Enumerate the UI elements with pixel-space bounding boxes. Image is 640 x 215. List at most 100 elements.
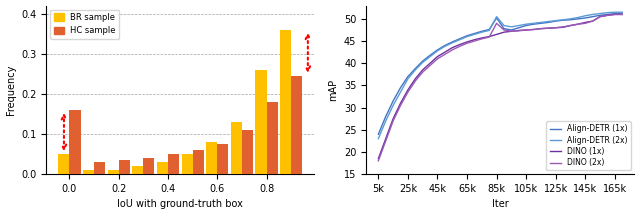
DINO (1x)	[582, 21, 589, 24]
DINO (2x)	[389, 120, 397, 122]
Align-DETR (1x)	[522, 24, 530, 27]
DINO (2x)	[434, 57, 442, 60]
Align-DETR (2x)	[589, 13, 596, 16]
Align-DETR (1x)	[419, 60, 426, 62]
DINO (2x)	[485, 36, 493, 38]
DINO (1x)	[382, 137, 390, 140]
Align-DETR (2x)	[596, 12, 604, 15]
DINO (1x)	[419, 69, 426, 71]
Align-DETR (2x)	[508, 26, 515, 28]
Align-DETR (1x)	[463, 34, 471, 37]
DINO (2x)	[382, 140, 390, 142]
Bar	[70, 110, 81, 174]
Align-DETR (1x)	[434, 49, 442, 51]
Align-DETR (2x)	[485, 29, 493, 32]
DINO (1x)	[441, 51, 449, 54]
DINO (1x)	[374, 157, 382, 160]
DINO (2x)	[515, 29, 523, 32]
Align-DETR (1x)	[389, 100, 397, 102]
DINO (2x)	[559, 26, 567, 28]
DINO (1x)	[596, 15, 604, 18]
Align-DETR (1x)	[545, 21, 552, 24]
Align-DETR (2x)	[530, 22, 538, 25]
DINO (1x)	[522, 29, 530, 31]
DINO (2x)	[441, 53, 449, 56]
DINO (2x)	[574, 23, 582, 26]
Align-DETR (1x)	[374, 133, 382, 135]
DINO (1x)	[618, 13, 626, 16]
DINO (2x)	[618, 13, 626, 16]
DINO (2x)	[508, 30, 515, 33]
Align-DETR (2x)	[478, 31, 486, 34]
Align-DETR (2x)	[382, 120, 390, 122]
Align-DETR (2x)	[397, 91, 404, 93]
X-axis label: Iter: Iter	[492, 200, 509, 209]
Align-DETR (1x)	[478, 30, 486, 33]
Align-DETR (1x)	[456, 38, 463, 40]
Align-DETR (2x)	[604, 11, 611, 14]
DINO (1x)	[589, 20, 596, 22]
DINO (1x)	[559, 26, 567, 29]
X-axis label: IoU with ground-truth box: IoU with ground-truth box	[117, 200, 243, 209]
Align-DETR (1x)	[441, 44, 449, 47]
Align-DETR (2x)	[522, 23, 530, 26]
Align-DETR (1x)	[412, 67, 419, 70]
Align-DETR (2x)	[426, 55, 434, 58]
DINO (2x)	[582, 22, 589, 25]
DINO (1x)	[449, 46, 456, 49]
DINO (2x)	[522, 29, 530, 31]
Align-DETR (2x)	[389, 104, 397, 107]
Align-DETR (2x)	[374, 137, 382, 140]
Bar	[267, 102, 278, 174]
DINO (1x)	[470, 38, 478, 41]
Align-DETR (1x)	[426, 54, 434, 57]
DINO (2x)	[374, 160, 382, 162]
DINO (2x)	[478, 38, 486, 40]
Line: DINO (1x): DINO (1x)	[378, 14, 622, 159]
DINO (2x)	[397, 104, 404, 107]
DINO (2x)	[493, 22, 500, 25]
DINO (1x)	[574, 23, 582, 26]
DINO (2x)	[552, 26, 559, 29]
Align-DETR (2x)	[470, 33, 478, 36]
Align-DETR (1x)	[485, 28, 493, 31]
Line: DINO (2x): DINO (2x)	[378, 14, 622, 161]
Align-DETR (1x)	[552, 20, 559, 22]
Align-DETR (2x)	[449, 41, 456, 44]
DINO (2x)	[604, 14, 611, 17]
DINO (2x)	[596, 15, 604, 18]
Bar	[143, 158, 154, 174]
Align-DETR (1x)	[582, 17, 589, 19]
Align-DETR (2x)	[412, 69, 419, 71]
Align-DETR (2x)	[493, 15, 500, 18]
Bar	[83, 170, 94, 174]
DINO (1x)	[397, 102, 404, 104]
Align-DETR (2x)	[552, 19, 559, 22]
DINO (2x)	[545, 27, 552, 29]
Align-DETR (1x)	[604, 13, 611, 16]
Align-DETR (2x)	[515, 24, 523, 27]
Align-DETR (1x)	[397, 86, 404, 89]
DINO (2x)	[500, 29, 508, 31]
Bar	[157, 162, 168, 174]
Y-axis label: Frequency: Frequency	[6, 65, 15, 115]
Align-DETR (2x)	[582, 14, 589, 17]
Align-DETR (1x)	[596, 14, 604, 17]
Align-DETR (1x)	[611, 12, 619, 15]
Bar	[231, 122, 242, 174]
DINO (1x)	[530, 28, 538, 31]
Align-DETR (1x)	[537, 22, 545, 25]
DINO (1x)	[478, 37, 486, 39]
Align-DETR (2x)	[611, 11, 619, 14]
Bar	[280, 30, 291, 174]
Align-DETR (2x)	[545, 20, 552, 23]
Align-DETR (1x)	[618, 12, 626, 14]
DINO (2x)	[537, 27, 545, 30]
Bar	[132, 166, 143, 174]
Align-DETR (1x)	[500, 27, 508, 30]
DINO (1x)	[566, 24, 574, 27]
DINO (2x)	[611, 13, 619, 16]
Align-DETR (1x)	[589, 15, 596, 18]
Line: Align-DETR (1x): Align-DETR (1x)	[378, 13, 622, 134]
Bar	[168, 154, 179, 174]
